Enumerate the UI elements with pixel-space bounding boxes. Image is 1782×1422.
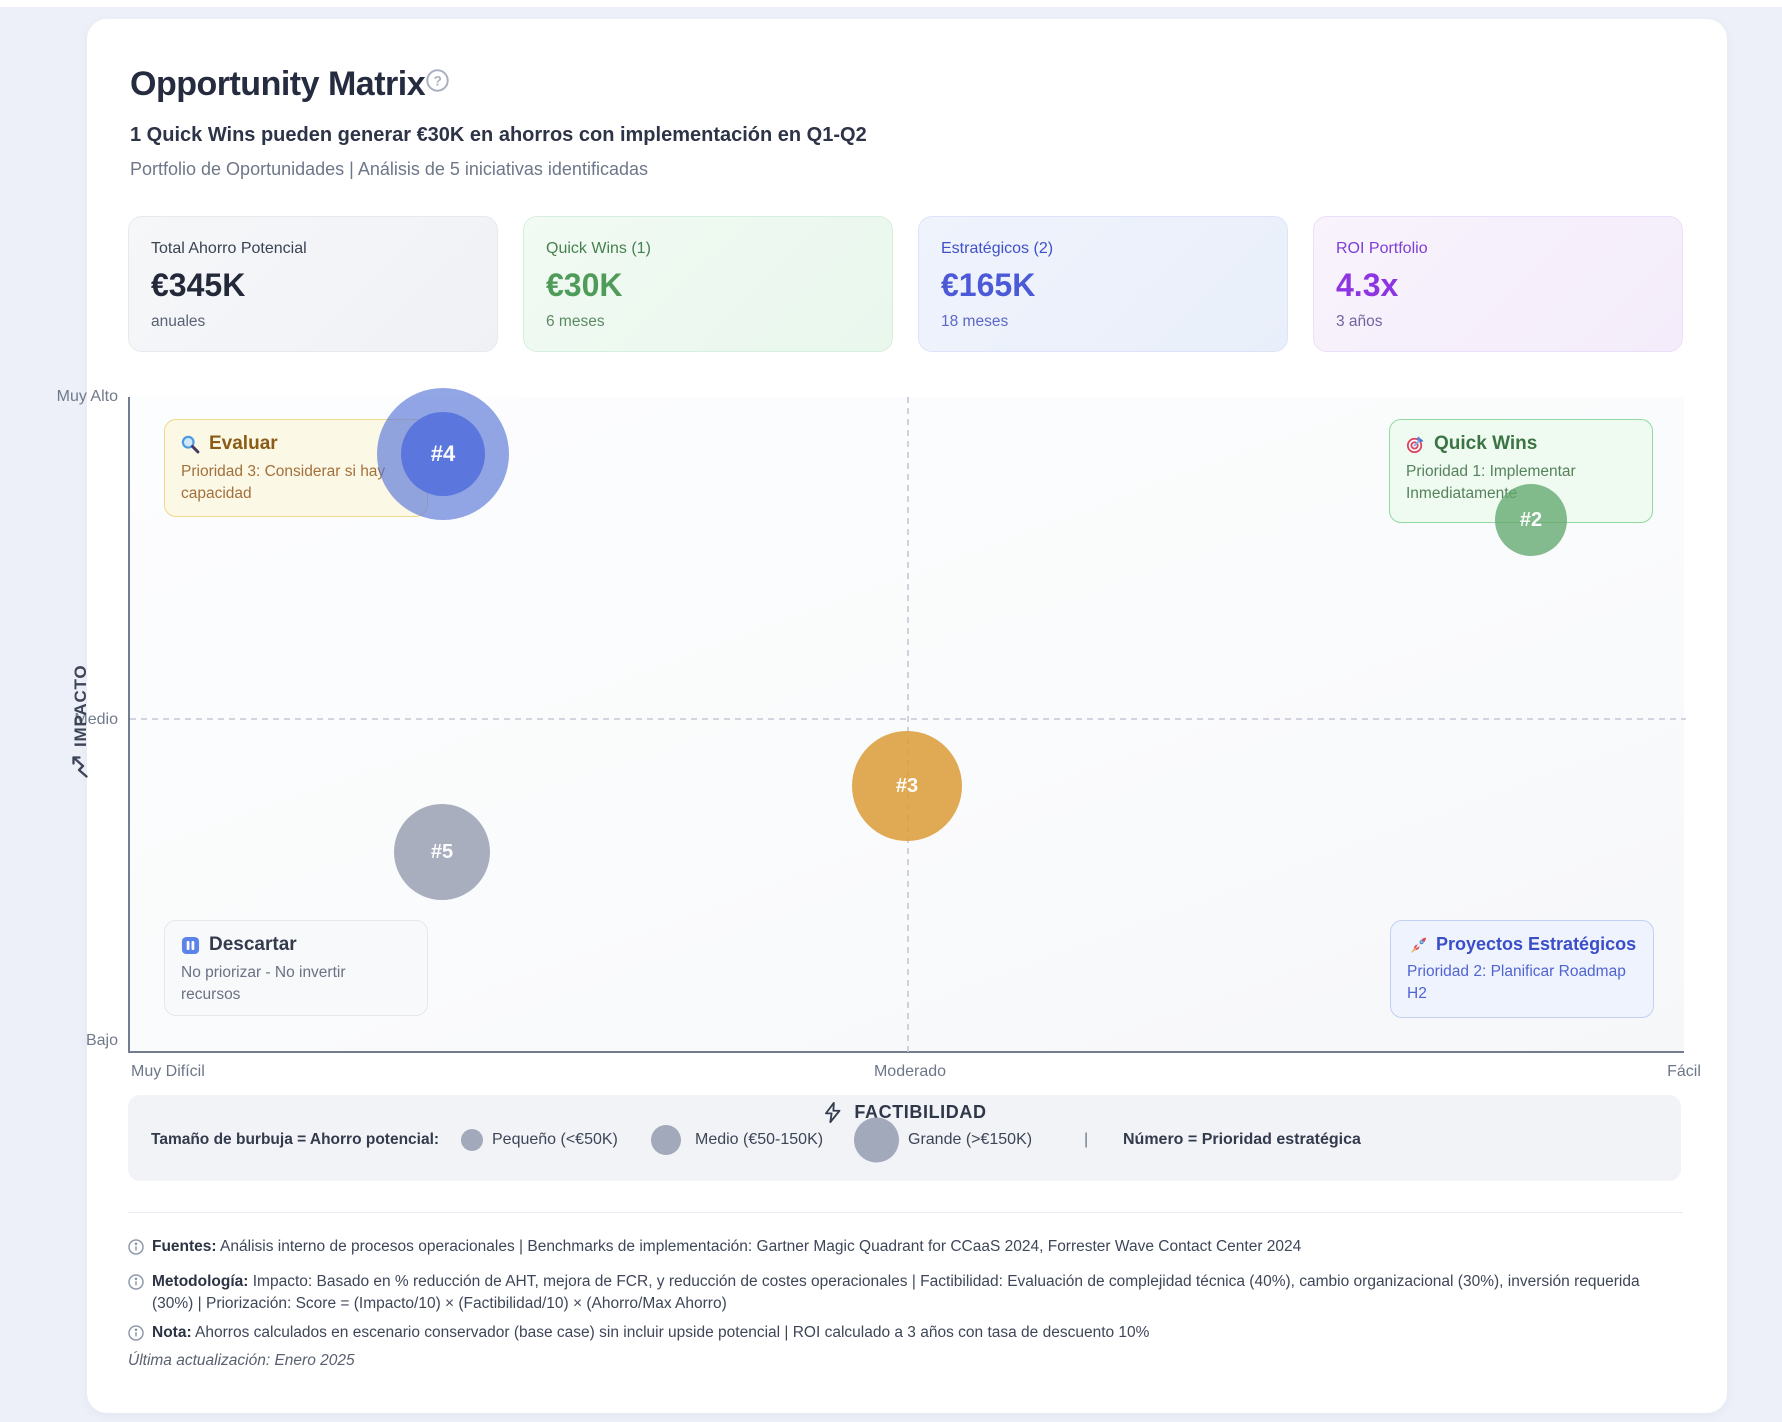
svg-text:?: ? xyxy=(434,73,442,88)
